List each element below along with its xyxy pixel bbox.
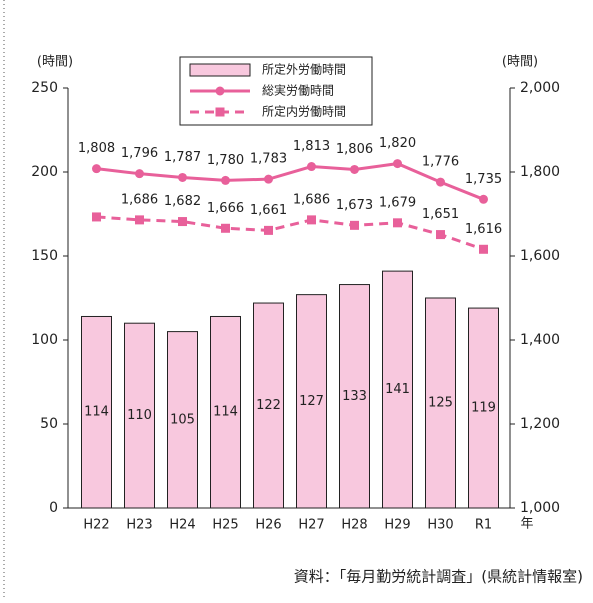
marker	[92, 164, 101, 174]
x-tick-label: H22	[83, 518, 109, 533]
x-tick-label: H26	[255, 518, 281, 533]
y-tick-label: 100	[31, 332, 58, 348]
value-label: 1,651	[422, 207, 459, 222]
source: 資料：「毎月勤労統計調査」(県統計情報室)	[294, 568, 583, 586]
marker	[178, 217, 187, 227]
value-label: 1,806	[336, 142, 373, 157]
x-tick-label: H29	[384, 518, 410, 533]
value-label: 1,616	[465, 222, 502, 237]
legend-marker	[215, 107, 225, 117]
value-label: 1,787	[164, 150, 201, 165]
x-tick-label: H30	[427, 518, 453, 533]
marker	[393, 159, 402, 169]
x-tick-label: H28	[341, 518, 367, 533]
y2-tick-label: 2,000	[520, 80, 560, 96]
y-axis-label: (時間)	[37, 55, 73, 70]
y2-tick-label: 1,400	[520, 332, 560, 348]
legend-label: 総実労働時間	[262, 83, 334, 98]
x-tick-label: R1	[475, 518, 492, 533]
marker	[135, 169, 144, 179]
x-axis-label: 年	[520, 517, 533, 532]
value-label: 1,686	[293, 192, 330, 207]
value-label: 1,776	[422, 155, 459, 170]
legend-label: 所定外労働時間	[262, 62, 346, 77]
value-label: 1,661	[250, 203, 287, 218]
bar	[253, 302, 284, 509]
y-tick-label: 0	[49, 500, 58, 516]
value-label: 1,808	[78, 141, 115, 156]
marker	[436, 230, 445, 240]
y2-tick-label: 1,800	[520, 164, 560, 180]
bar	[382, 270, 413, 509]
line	[96, 162, 485, 201]
bar	[81, 315, 112, 509]
x-tick-label: H25	[212, 518, 238, 533]
value-label: 1,820	[379, 136, 416, 151]
y2-tick-label: 1,600	[520, 248, 560, 264]
bar	[339, 284, 370, 509]
marker	[350, 220, 359, 230]
line	[96, 215, 484, 251]
y-tick-label: 150	[31, 248, 58, 264]
value-label: 1,673	[336, 198, 373, 213]
value-label: 1,686	[121, 192, 158, 207]
bar-label: 127	[299, 394, 324, 409]
legend-swatch	[189, 63, 251, 77]
value-label: 1,682	[164, 194, 201, 209]
y2-axis-label: (時間)	[502, 55, 538, 70]
bar-label: 141	[385, 382, 410, 397]
marker	[479, 244, 488, 254]
bar	[296, 294, 327, 509]
value-label: 1,796	[121, 146, 158, 161]
x-tick-label: H23	[126, 518, 152, 533]
bar	[425, 297, 456, 509]
value-label: 1,783	[250, 152, 287, 167]
marker	[436, 177, 445, 187]
marker	[350, 164, 359, 174]
bar	[468, 307, 499, 509]
marker	[221, 175, 230, 185]
marker	[135, 215, 144, 225]
bar-label: 133	[342, 389, 367, 404]
y2-tick-label: 1,000	[520, 500, 560, 516]
marker	[393, 218, 402, 228]
bar-label: 110	[127, 408, 152, 423]
legend-marker	[215, 86, 225, 96]
value-label: 1,735	[465, 172, 502, 187]
bar	[210, 315, 241, 509]
legend-label: 所定内労働時間	[262, 104, 346, 119]
bar-label: 114	[213, 405, 238, 420]
bar-label: 114	[84, 405, 109, 420]
marker	[479, 194, 488, 204]
value-label: 1,666	[207, 201, 244, 216]
y-tick-label: 250	[31, 80, 58, 96]
marker	[264, 225, 273, 235]
bar	[124, 322, 155, 509]
marker	[264, 174, 273, 184]
value-label: 1,813	[293, 139, 330, 154]
y2-tick-label: 1,200	[520, 416, 560, 432]
marker	[221, 223, 230, 233]
bar	[167, 331, 198, 509]
marker	[178, 172, 187, 182]
marker	[307, 162, 316, 172]
y-tick-label: 50	[40, 416, 58, 432]
y-tick-label: 200	[31, 164, 58, 180]
bar-label: 119	[471, 401, 496, 416]
x-tick-label: H27	[298, 518, 324, 533]
value-label: 1,780	[207, 153, 244, 168]
marker	[307, 215, 316, 225]
bar-label: 125	[428, 396, 453, 411]
bar-label: 105	[170, 412, 195, 427]
value-label: 1,679	[379, 195, 416, 210]
bar-label: 122	[256, 398, 281, 413]
x-tick-label: H24	[169, 518, 195, 533]
marker	[92, 212, 101, 222]
